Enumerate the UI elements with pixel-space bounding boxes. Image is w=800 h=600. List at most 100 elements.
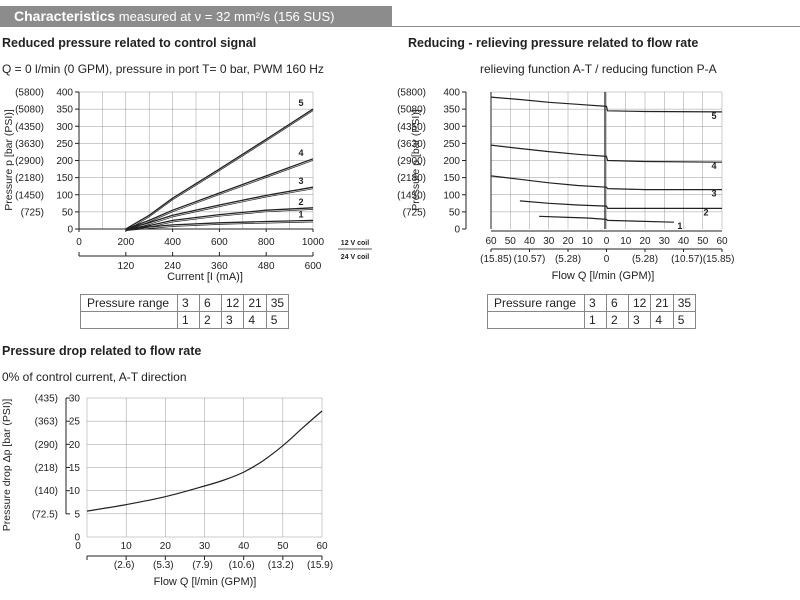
c2-x-tick-label: 30 [543,236,555,247]
c1-y-psi-label: (5800) [15,88,44,99]
c2-x-tick-label: 20 [639,236,651,247]
c2-y-psi-label: (5080) [397,105,426,116]
c2-series-label: 1 [677,221,682,231]
c3-x-tick-label: 0 [75,541,81,552]
c1-y-axis-title: Pressure p [bar (PSI)] [3,109,15,211]
banner-rule [0,26,800,27]
c1-x-tick-label-24v: 120 [117,261,134,272]
c2-series-line [539,215,674,223]
c1-series-label: 2 [298,197,303,207]
c1-series-label: 5 [298,98,303,108]
c2-x-tick-label: 50 [697,236,709,247]
banner-title-bold: Characteristics [14,8,116,24]
c1-y-tick-label: 0 [67,225,73,236]
c2-x-tick-label: 60 [485,236,497,247]
c1-y-psi-label: (4350) [15,122,44,133]
c1-series-line-2 [125,110,314,231]
c3-y-psi-label: (218) [35,463,58,474]
c3-y-tick-label: 0 [74,533,80,544]
c1-y-tick-label: 250 [56,139,73,150]
c1-x-tick-label: 400 [164,237,181,248]
c1-series-line-2 [125,221,314,231]
c1-x-tick-label: 200 [117,237,134,248]
c3-y-tick-label: 5 [74,509,80,520]
c1-y-psi-label: (2900) [15,156,44,167]
c2-series-label: 4 [711,161,716,171]
chart3-heading: Pressure drop related to flow rate [2,344,202,358]
c2-x-tick-label: 30 [659,236,671,247]
c1-series-line [125,158,314,230]
c1-coil-label-24v: 24 V coil [341,254,369,261]
curve-number: 2 [606,311,629,329]
curve-number: 3 [220,311,245,329]
c3-x-tick-label: 40 [238,541,250,552]
curve-number: 5 [672,311,697,329]
curve-number: 1 [177,311,200,329]
c1-x-tick-label-24v: 240 [164,261,181,272]
c1-y-psi-label: (2180) [15,173,44,184]
c3-y-tick-label: 30 [69,394,81,405]
c1-y-tick-label: 400 [56,88,73,99]
c2-series-line [519,200,722,209]
c1-y-tick-label: 350 [56,105,73,116]
c2-x-tick-label-gpm: (10.57) [514,254,546,265]
c1-series-line [125,186,314,230]
c3-y-psi-label: (290) [35,440,58,451]
chart1-heading: Reduced pressure related to control sign… [2,36,257,50]
c1-x-axis-title: Current [I (mA)] [167,271,243,283]
range-value: 12 [220,294,245,312]
c2-x-tick-label: 20 [562,236,574,247]
curve-number: 5 [265,311,290,329]
chart2-heading: Reducing - relieving pressure related to… [408,36,699,50]
c1-series-line-2 [125,188,314,231]
c1-series-line-2 [125,160,314,231]
c1-x-tick-label-24v: 600 [305,261,322,272]
c1-series-label: 4 [298,148,303,158]
c1-series-label: 3 [298,176,303,186]
c1-x-tick-label: 1000 [302,237,325,248]
c3-series-line [86,410,323,512]
c2-series-line [490,96,723,113]
c3-x-tick-label: 30 [199,541,211,552]
c1-x-tick-label-24v: 480 [258,261,275,272]
c2-y-psi-label: (5800) [397,88,426,99]
banner-title-rest: measured at ν = 32 mm²/s (156 SUS) [115,9,335,24]
c2-x-tick-label-gpm: (5.28) [555,254,581,265]
c3-y-tick-label: 10 [69,486,81,497]
c1-series-line [125,219,314,230]
range-value: 35 [265,294,290,312]
c2-y-tick-label: 100 [443,190,460,201]
c3-y-axis-title: Pressure drop Δp [bar (PSI)] [1,399,13,532]
c2-series-label: 5 [711,111,716,121]
c2-x-tick-label: 0 [604,236,610,247]
c2-y-tick-label: 0 [454,225,460,236]
c2-x-tick-label: 60 [716,236,728,247]
c1-y-psi-label: (3630) [15,139,44,150]
c3-x-tick-label: 60 [316,541,328,552]
c2-x-tick-label-gpm: (15.85) [480,254,512,265]
c2-x-tick-label-gpm: (5.28) [632,254,658,265]
pressure-range-table-2: Pressure range 3 6 12 21 35 1 2 3 4 5 [487,294,697,329]
c2-series-line [490,175,722,191]
c1-series-label: 1 [298,209,303,219]
c1-x-tick-label-24v: 360 [211,261,228,272]
c3-y-tick-label: 20 [69,440,81,451]
c2-x-tick-label: 40 [524,236,536,247]
c1-series-line [125,108,314,230]
c2-series-line [490,144,723,163]
c3-y-psi-label: (72.5) [32,509,58,520]
c1-y-psi-label: (725) [21,207,44,218]
c2-y-psi-label: (2900) [397,156,426,167]
c2-x-tick-label: 10 [620,236,632,247]
c1-y-tick-label: 100 [56,190,73,201]
c1-y-psi-label: (1450) [15,190,44,201]
c2-x-tick-label-gpm: (10.57)(15.85) [671,254,734,265]
c2-x-tick-label: 10 [582,236,594,247]
pressure-range-table-1: Pressure range 3 6 12 21 35 1 2 3 4 5 [80,294,290,329]
c2-y-psi-label: (1450) [397,190,426,201]
c2-y-tick-label: 250 [443,139,460,150]
c2-y-tick-label: 200 [443,156,460,167]
c3-y-psi-label: (140) [35,486,58,497]
c3-x-tick-label: 10 [121,541,133,552]
